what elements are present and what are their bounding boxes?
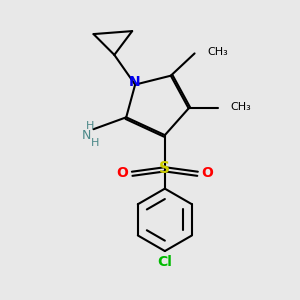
Text: CH₃: CH₃ <box>231 102 252 112</box>
Text: H: H <box>91 138 99 148</box>
Text: H: H <box>86 121 94 130</box>
Text: O: O <box>117 166 129 180</box>
Text: N: N <box>129 75 140 89</box>
Text: N: N <box>81 129 91 142</box>
Text: S: S <box>159 161 170 176</box>
Text: O: O <box>201 166 213 180</box>
Text: CH₃: CH₃ <box>207 47 228 57</box>
Text: Cl: Cl <box>158 255 172 269</box>
